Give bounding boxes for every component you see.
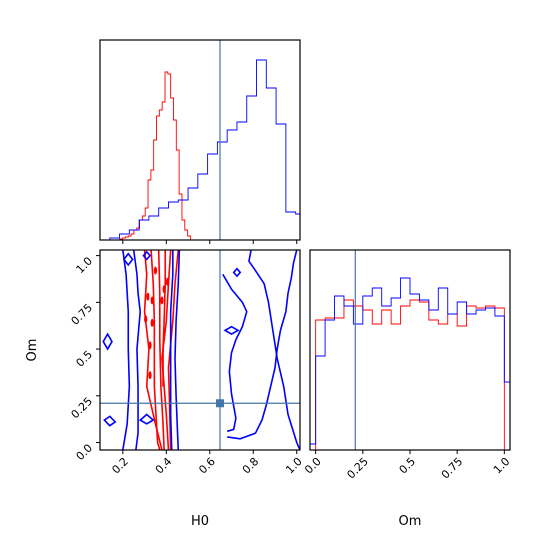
- y-tick-label: 0.0: [74, 441, 96, 463]
- x-axis-label-om: Om: [399, 514, 422, 529]
- contour-line-red: [157, 250, 165, 450]
- contour-line-blue: [248, 250, 300, 450]
- contour-island-red: [162, 285, 166, 294]
- plot-area: [100, 250, 300, 450]
- contour-loop-blue: [142, 250, 152, 261]
- contour-island-red: [146, 292, 150, 301]
- contour-line-blue: [169, 250, 174, 450]
- plot-area: [100, 40, 300, 240]
- contour-island-red: [144, 315, 148, 324]
- x-tick-label: 0.25: [344, 455, 371, 482]
- x-tick-label: 0.4: [153, 455, 175, 477]
- contour-line-red: [143, 250, 163, 450]
- plot-area: [310, 250, 510, 450]
- contour-island-red: [165, 277, 169, 286]
- joint-panel-h0-om: 0.2 0.4 0.6 0.8 1.0 0.0 0.25 0.5 0.75 1.0: [69, 249, 305, 477]
- x-tick-label: 0.0: [302, 455, 324, 477]
- y-tick-label: 0.5: [74, 348, 96, 370]
- x-tick-label: 0.2: [109, 455, 131, 477]
- x-tick-label: 0.5: [397, 455, 419, 477]
- x-tick-label: 0.75: [439, 455, 466, 482]
- contour-line-blue: [132, 250, 142, 450]
- hist-panel-om: 0.0 0.25 0.5 0.75 1.0: [302, 249, 513, 482]
- contour-line-red: [150, 250, 161, 450]
- histogram-blue: [310, 277, 510, 450]
- x-tick-label: 1.0: [283, 455, 305, 477]
- contour-line-blue: [174, 250, 181, 450]
- truth-marker: [216, 399, 224, 408]
- y-axis-label-om: Om: [25, 339, 40, 362]
- x-axis-label-h0: H0: [191, 514, 209, 529]
- y-tick-label: 1.0: [74, 255, 96, 277]
- contour-island-red: [150, 318, 154, 327]
- contour-loop-blue: [138, 413, 155, 425]
- x-tick-label: 0.6: [196, 455, 218, 477]
- contour-loop-blue: [102, 332, 113, 351]
- contour-line-blue: [227, 250, 298, 440]
- y-tick-label: 0.75: [69, 301, 96, 328]
- x-tick-label: 0.8: [240, 455, 262, 477]
- contour-line-red: [162, 250, 167, 387]
- hist-h0-frame: [99, 39, 301, 241]
- histogram-red: [100, 71, 194, 240]
- contour-island-red: [153, 266, 158, 275]
- y-tick-label: 0.25: [69, 395, 96, 422]
- contour-island-red: [148, 341, 152, 350]
- contour-loop-blue: [223, 325, 240, 336]
- joint-frame: [99, 249, 301, 451]
- histogram-blue: [100, 59, 300, 240]
- contour-line-blue: [122, 250, 131, 450]
- x-tick-label: 1.0: [491, 455, 513, 477]
- contour-island-red: [150, 296, 154, 305]
- hist-panel-h0: [99, 39, 301, 244]
- contour-island-red: [148, 371, 152, 380]
- contour-loop-blue: [103, 415, 117, 427]
- contour-loop-blue: [122, 252, 134, 267]
- contour-line-blue: [222, 273, 248, 433]
- contour-loop-blue: [232, 267, 242, 278]
- contour-island-red: [160, 296, 164, 305]
- histogram-red: [315, 299, 505, 450]
